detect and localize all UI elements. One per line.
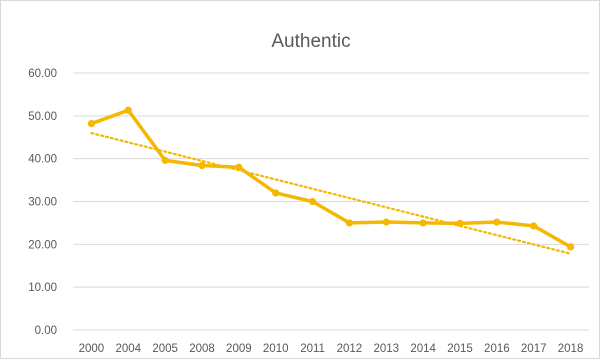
data-point [345,219,354,227]
x-tick-label: 2011 [300,343,325,355]
y-tick-label: 0.00 [35,325,57,337]
x-tick-label: 2004 [115,343,141,355]
data-point [308,197,317,206]
y-tick-label: 50.00 [28,111,57,123]
x-tick-label: 2008 [189,343,215,355]
x-tick-label: 2010 [263,343,289,355]
trendline-layer [90,131,572,255]
series-line [89,108,573,249]
y-tick-label: 40.00 [28,154,57,166]
data-point [566,243,575,251]
y-tick-label: 60.00 [28,68,57,80]
x-tick-label: 2016 [484,343,510,355]
data-point [124,106,132,114]
x-tick-label: 2000 [79,343,105,355]
y-tick-label: 30.00 [28,197,57,209]
data-point [419,219,427,227]
data-point [456,219,464,227]
data-point [161,156,169,164]
x-tick-label: 2018 [558,343,584,355]
y-axis-ticks: 0.00 10.00 20.00 30.00 40.00 50.00 60.00 [28,68,57,337]
data-point [530,222,538,230]
x-tick-label: 2005 [152,343,178,355]
x-tick-label: 2009 [226,343,252,355]
data-point [382,218,390,226]
x-tick-label: 2017 [521,343,547,355]
y-tick-label: 20.00 [28,239,57,251]
data-point [493,218,501,226]
data-point [235,163,243,171]
x-tick-label: 2013 [373,343,399,355]
x-tick-label: 2012 [337,343,363,355]
gridlines [73,72,589,331]
trendline [90,131,572,255]
chart-title: Authentic [271,31,350,52]
data-point [272,189,280,197]
data-point [87,119,96,128]
x-tick-label: 2014 [410,343,436,355]
x-tick-label: 2015 [447,343,473,355]
y-tick-label: 10.00 [28,282,57,294]
series-layer [87,106,575,251]
x-axis-ticks: 2000 2004 2005 2008 2009 2010 2011 2012 2013 2014… [79,343,584,355]
data-point [198,161,206,170]
